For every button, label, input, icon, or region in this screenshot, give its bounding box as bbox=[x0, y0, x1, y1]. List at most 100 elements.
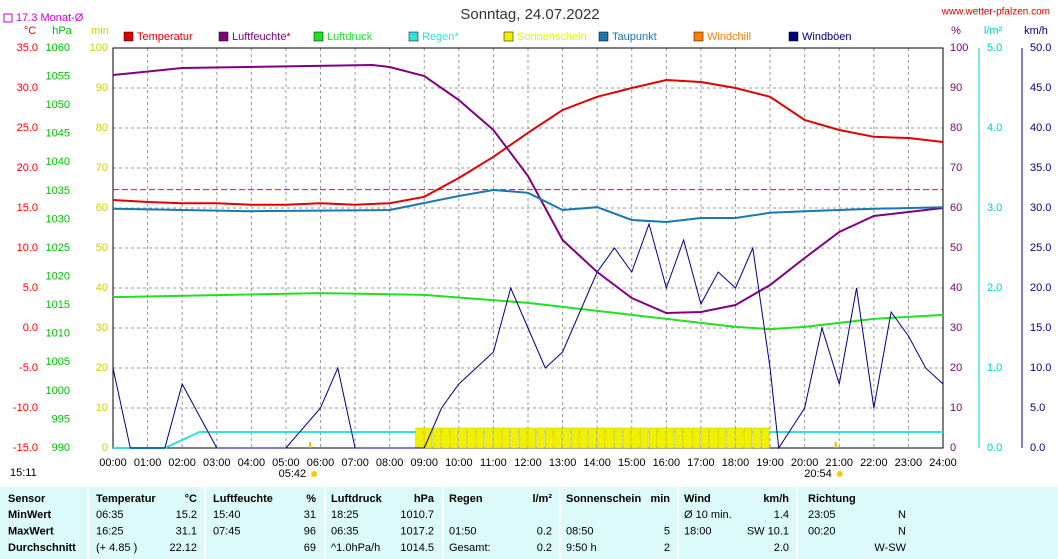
table-cell: 69 bbox=[304, 542, 316, 554]
y-tick-label: 1060 bbox=[46, 42, 70, 54]
sun-icon bbox=[311, 471, 318, 477]
y-tick-label: 60 bbox=[950, 202, 962, 214]
sun-bar bbox=[449, 427, 459, 449]
table-cell: Gesamt: bbox=[449, 542, 491, 554]
sun-icon bbox=[836, 471, 843, 477]
x-tick-label: 15:00 bbox=[618, 457, 646, 469]
sun-bar bbox=[501, 427, 510, 449]
sun-bar bbox=[622, 427, 632, 449]
sun-time-label: 05:42 bbox=[279, 468, 307, 480]
table-cell: 1014.5 bbox=[400, 542, 434, 554]
table-cell: 2.0 bbox=[774, 542, 789, 554]
y-tick-label: 0 bbox=[950, 442, 956, 454]
x-tick-label: 09:00 bbox=[410, 457, 438, 469]
axis-unit: °C bbox=[24, 25, 36, 37]
y-tick-label: 40 bbox=[950, 282, 962, 294]
y-tick-label: 10 bbox=[950, 402, 962, 414]
y-tick-label: 5.0 bbox=[1030, 402, 1045, 414]
sun-bar bbox=[527, 427, 536, 449]
table-cell: km/h bbox=[763, 493, 789, 505]
y-tick-label: 50 bbox=[950, 242, 962, 254]
y-tick-label: 90 bbox=[96, 82, 108, 94]
y-tick-label: 5.0 bbox=[23, 282, 38, 294]
table-cell: Wind bbox=[684, 493, 711, 505]
sun-bar bbox=[588, 427, 597, 449]
y-tick-label: 70 bbox=[96, 162, 108, 174]
series-line bbox=[112, 188, 944, 224]
y-tick-label: 1040 bbox=[46, 156, 70, 168]
table-cell: 16:25 bbox=[96, 525, 124, 537]
sun-bar bbox=[536, 427, 545, 449]
sun-bar bbox=[415, 427, 424, 449]
y-tick-label: 50 bbox=[96, 242, 108, 254]
sun-bar bbox=[467, 427, 476, 449]
series-line bbox=[112, 222, 944, 450]
sun-bar bbox=[596, 427, 606, 449]
y-tick-label: 1005 bbox=[46, 356, 70, 368]
y-tick-label: 10 bbox=[96, 402, 108, 414]
table-cell: 00:20 bbox=[808, 525, 836, 537]
y-tick-label: 20 bbox=[96, 362, 108, 374]
y-tick-label: 1050 bbox=[46, 99, 70, 111]
sun-bar bbox=[657, 427, 666, 449]
y-tick-label: 45.0 bbox=[1030, 82, 1051, 94]
table-cell: 96 bbox=[304, 525, 316, 537]
x-tick-label: 02:00 bbox=[168, 457, 196, 469]
x-tick-label: 08:00 bbox=[376, 457, 404, 469]
sun-bar bbox=[640, 427, 649, 449]
axis-unit: min bbox=[91, 25, 109, 37]
x-tick-label: 06:00 bbox=[307, 457, 335, 469]
y-tick-label: 100 bbox=[950, 42, 968, 54]
sun-bar bbox=[717, 427, 727, 449]
table-cell: 9:50 h bbox=[566, 542, 597, 554]
x-tick-label: 18:00 bbox=[722, 457, 750, 469]
table-cell: (+ 4.85 ) bbox=[96, 542, 137, 554]
table-cell: MaxWert bbox=[8, 525, 54, 537]
x-tick-label: 03:00 bbox=[203, 457, 231, 469]
y-tick-label: 30 bbox=[96, 322, 108, 334]
y-tick-label: 40.0 bbox=[1030, 122, 1051, 134]
table-cell: Durchschnitt bbox=[8, 542, 76, 554]
table-cell: 06:35 bbox=[96, 509, 124, 521]
table-cell: N bbox=[898, 509, 906, 521]
legend-label: Sonnenschein bbox=[517, 31, 587, 43]
chart-bg bbox=[0, 0, 1058, 487]
x-tick-label: 04:00 bbox=[238, 457, 266, 469]
y-tick-label: 40 bbox=[96, 282, 108, 294]
corner-time: 15:11 bbox=[10, 467, 37, 479]
sun-bar bbox=[631, 427, 640, 449]
y-tick-label: 0.0 bbox=[1030, 442, 1045, 454]
legend-swatch bbox=[123, 31, 134, 42]
sun-bar bbox=[743, 427, 753, 449]
table-cell: Luftdruck bbox=[331, 493, 383, 505]
legend-label: Windböen bbox=[802, 31, 852, 43]
sun-time-label: 20:54 bbox=[804, 468, 832, 480]
y-tick-label: 100 bbox=[90, 42, 108, 54]
sun-bar bbox=[726, 427, 735, 449]
table-cell: 23:05 bbox=[808, 509, 836, 521]
sun-bar bbox=[441, 427, 450, 449]
table-bg bbox=[0, 487, 1058, 559]
sun-bar bbox=[666, 427, 675, 449]
chart-title: Sonntag, 24.07.2022 bbox=[460, 6, 599, 23]
y-tick-label: 90 bbox=[950, 82, 962, 94]
table-cell: min bbox=[650, 493, 670, 505]
table-cell: 22.12 bbox=[169, 542, 197, 554]
sun-bar bbox=[761, 427, 770, 449]
table-cell: 5 bbox=[664, 525, 670, 537]
sun-bar bbox=[709, 427, 718, 449]
x-tick-label: 23:00 bbox=[895, 457, 923, 469]
sun-bar bbox=[692, 427, 701, 449]
legend-swatch bbox=[503, 31, 514, 42]
y-tick-label: 70 bbox=[950, 162, 962, 174]
y-tick-label: 1000 bbox=[46, 385, 70, 397]
y-tick-label: 5.0 bbox=[987, 42, 1002, 54]
sun-bar bbox=[562, 427, 571, 449]
x-tick-label: 00:00 bbox=[99, 457, 127, 469]
y-tick-label: 15.0 bbox=[1030, 322, 1051, 334]
x-tick-label: 14:00 bbox=[583, 457, 611, 469]
y-tick-label: -5.0 bbox=[19, 362, 38, 374]
table-cell: SW 10.1 bbox=[747, 525, 789, 537]
x-tick-label: 24:00 bbox=[929, 457, 957, 469]
